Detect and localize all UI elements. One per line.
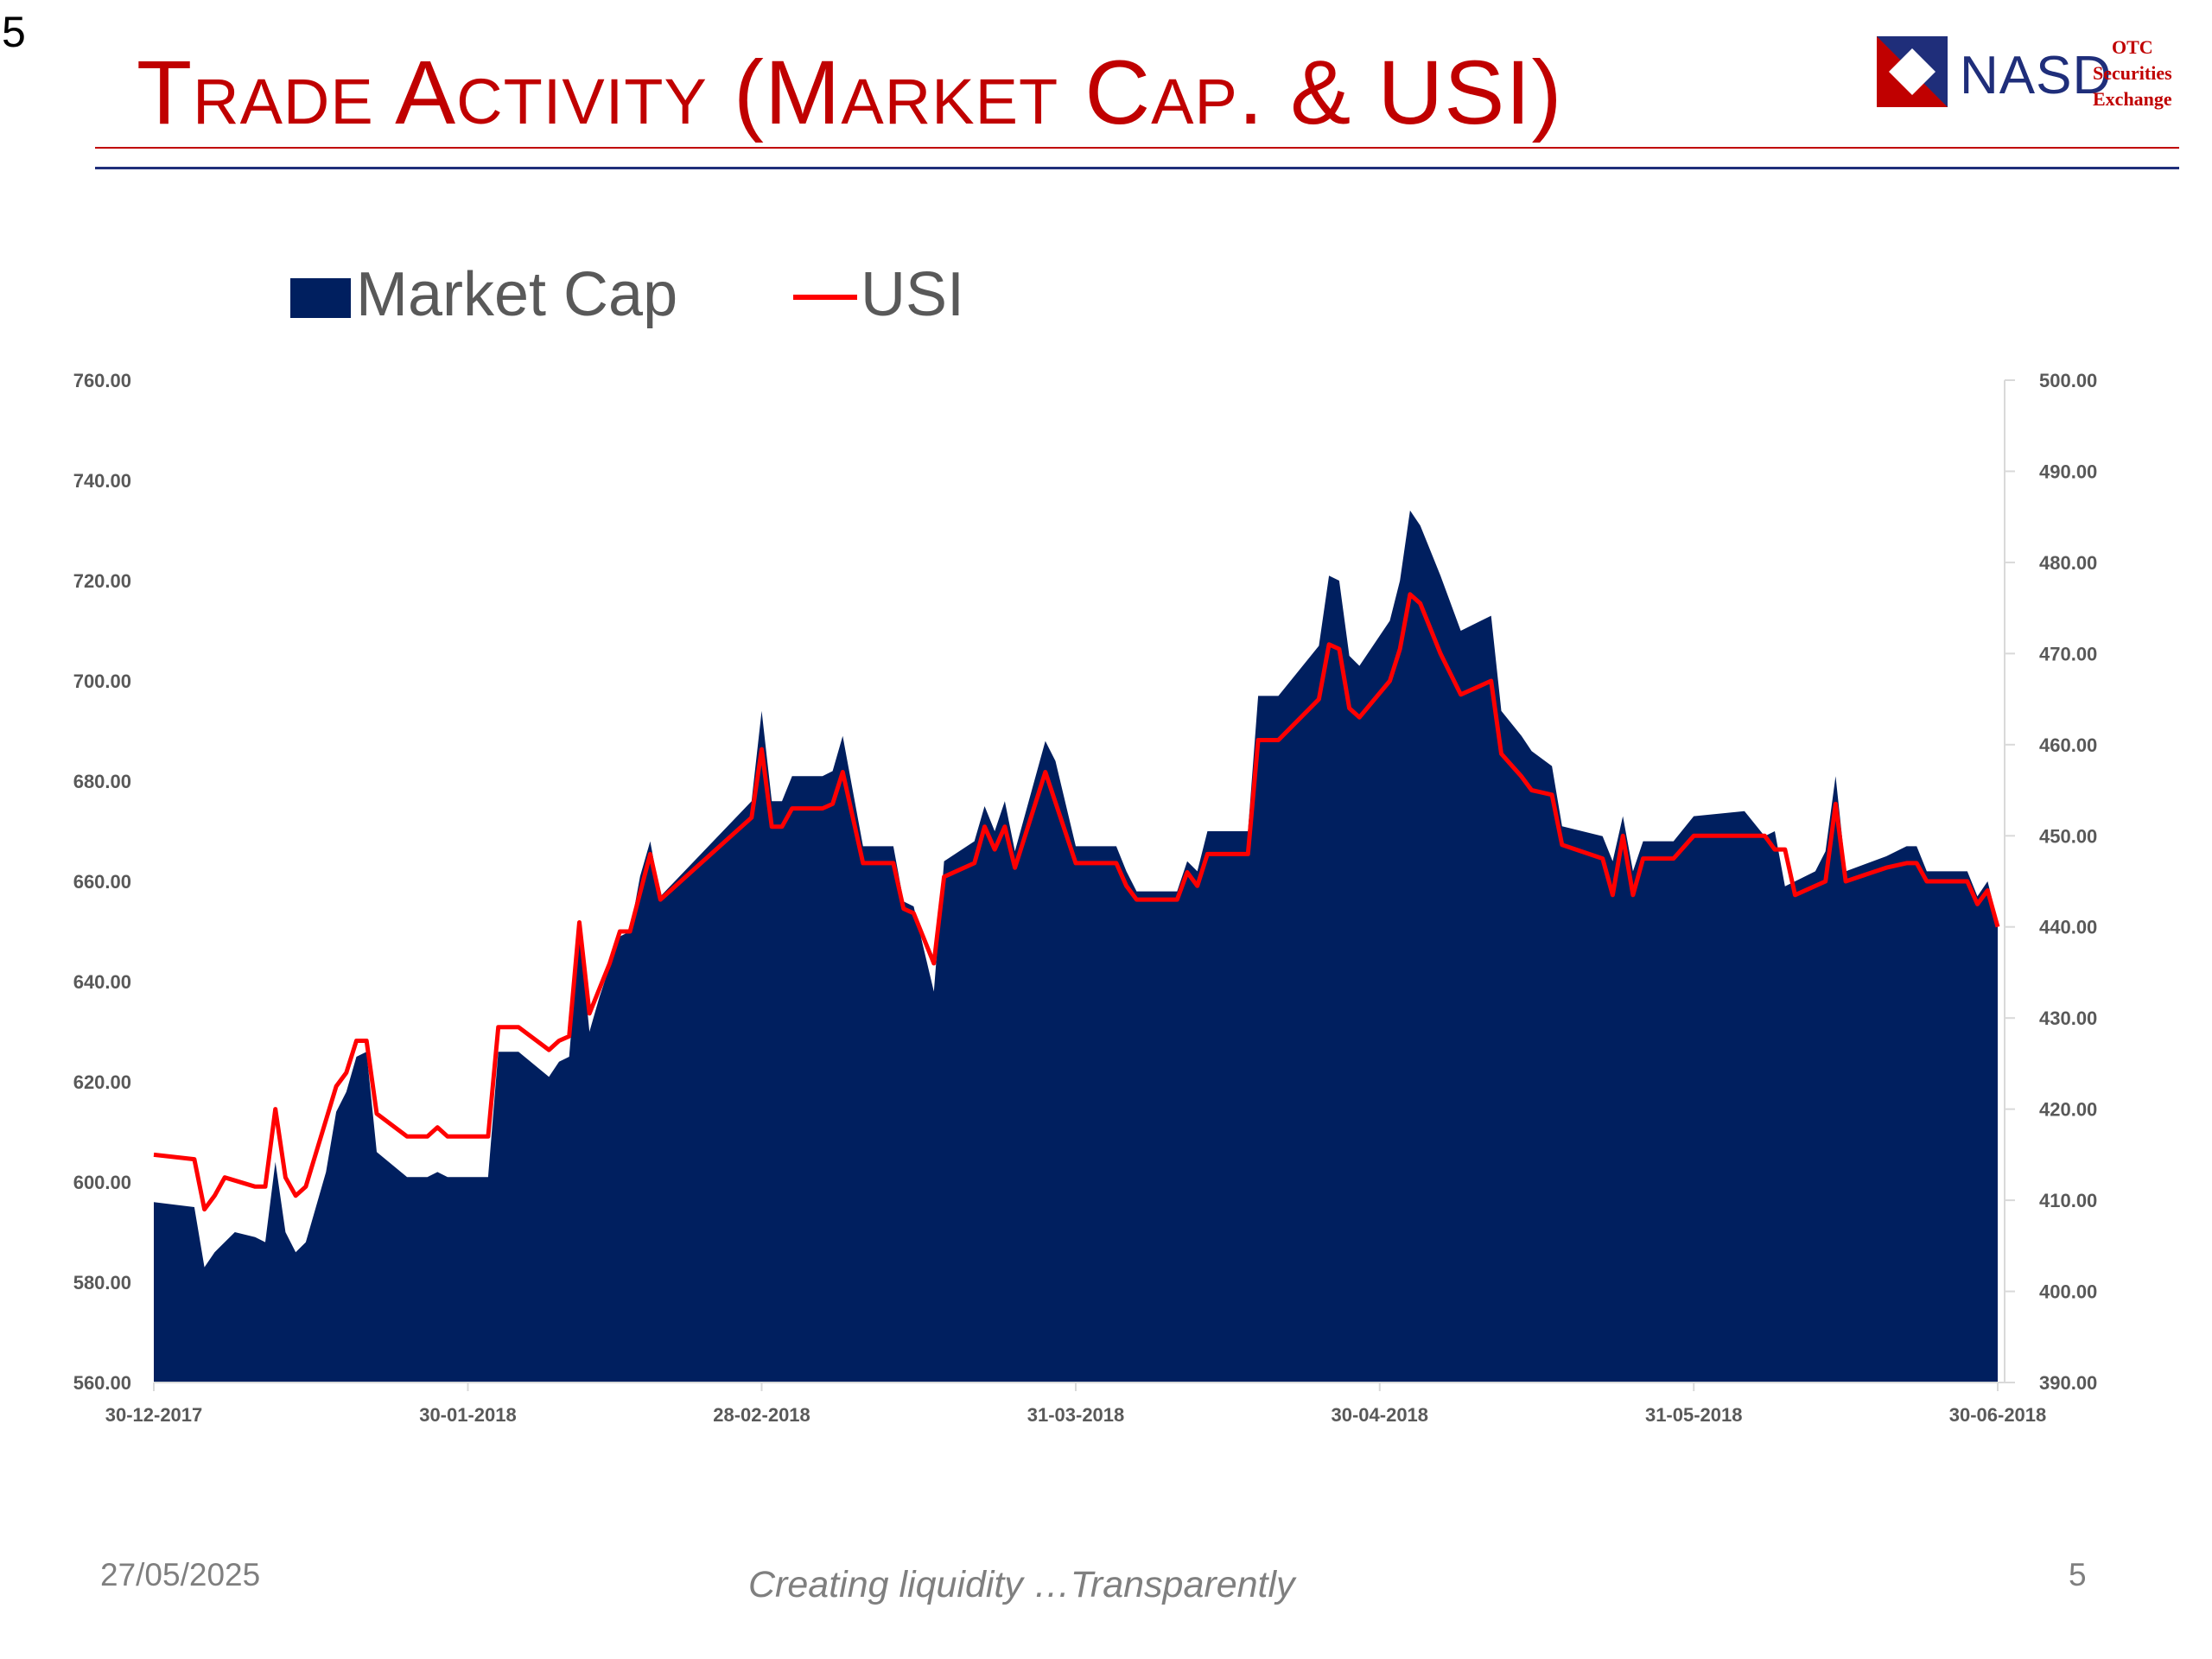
x-tick-label: 30-06-2018 [1949, 1404, 2047, 1426]
y-right-tick-label: 410.00 [2039, 1190, 2097, 1211]
y-right-tick-label: 460.00 [2039, 734, 2097, 756]
footer-tagline: Creating liquidity …Transparently [748, 1564, 1295, 1605]
y-right-tick-label: 390.00 [2039, 1372, 2097, 1394]
y-left-tick-label: 700.00 [73, 671, 131, 692]
legend-label-market-cap: Market Cap [356, 260, 677, 329]
y-left-tick-label: 640.00 [73, 971, 131, 993]
trade-activity-chart: Market Cap USI 560.00 580.00 600.00 620.00 6… [73, 260, 2098, 1426]
y-right-tick-label: 400.00 [2039, 1281, 2097, 1303]
slide-title: Trade Activity (Market Cap. & USI) [137, 42, 1563, 143]
y-left-tick-label: 560.00 [73, 1372, 131, 1394]
legend-swatch-market-cap [290, 278, 351, 318]
nasd-logo-mark-icon [1877, 36, 1948, 107]
x-tick-label: 31-03-2018 [1027, 1404, 1125, 1426]
logo-subtitle: OTC Securities Exchange [2093, 35, 2172, 112]
y-left-tick-label: 580.00 [73, 1272, 131, 1294]
y-right-tick-label: 490.00 [2039, 461, 2097, 482]
y-left-tick-label: 740.00 [73, 470, 131, 492]
y-right-tick-label: 430.00 [2039, 1007, 2097, 1029]
logo-line-3: Exchange [2093, 88, 2172, 110]
y-left-tick-label: 600.00 [73, 1172, 131, 1193]
title-rule-red [95, 147, 2179, 149]
y-right-tick-label: 450.00 [2039, 825, 2097, 847]
y-left-tick-label: 660.00 [73, 871, 131, 893]
plot-area: 560.00 580.00 600.00 620.00 640.00 660.00 680.… [73, 370, 2098, 1426]
chart-legend: Market Cap USI [290, 260, 964, 329]
footer-page-number: 5 [2069, 1557, 2087, 1592]
x-tick-label: 30-12-2017 [105, 1404, 203, 1426]
y-right-tick-label: 420.00 [2039, 1099, 2097, 1121]
x-tick-label: 30-04-2018 [1331, 1404, 1428, 1426]
series-area-market-cap [154, 510, 1998, 1382]
x-tick-label: 30-01-2018 [419, 1404, 517, 1426]
logo-line-2: Securities [2093, 62, 2172, 84]
legend-label-usi: USI [861, 260, 964, 329]
y-right-tick-label: 480.00 [2039, 552, 2097, 574]
y-left-tick-label: 760.00 [73, 370, 131, 391]
y-right-tick-label: 440.00 [2039, 917, 2097, 938]
y-right-tick-label: 470.00 [2039, 643, 2097, 664]
slide-corner-number: 5 [2, 8, 26, 56]
y-right-tick-label: 500.00 [2039, 370, 2097, 391]
y-left-tick-label: 720.00 [73, 570, 131, 592]
y-left-tick-label: 680.00 [73, 771, 131, 792]
nasd-logo: NASD OTC Securities Exchange [1875, 35, 2212, 121]
title-rule-blue [95, 167, 2179, 169]
logo-name: NASD [1960, 46, 2113, 105]
y-left-tick-label: 620.00 [73, 1071, 131, 1093]
logo-line-1: OTC [2112, 36, 2153, 58]
x-tick-label: 28-02-2018 [713, 1404, 810, 1426]
x-tick-label: 31-05-2018 [1645, 1404, 1743, 1426]
footer-date: 27/05/2025 [100, 1557, 261, 1592]
series-line-usi [153, 592, 2000, 1212]
